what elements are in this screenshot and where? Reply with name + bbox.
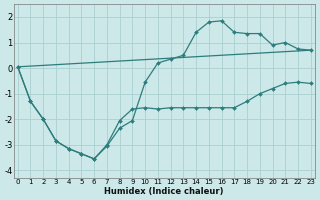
X-axis label: Humidex (Indice chaleur): Humidex (Indice chaleur)	[105, 187, 224, 196]
